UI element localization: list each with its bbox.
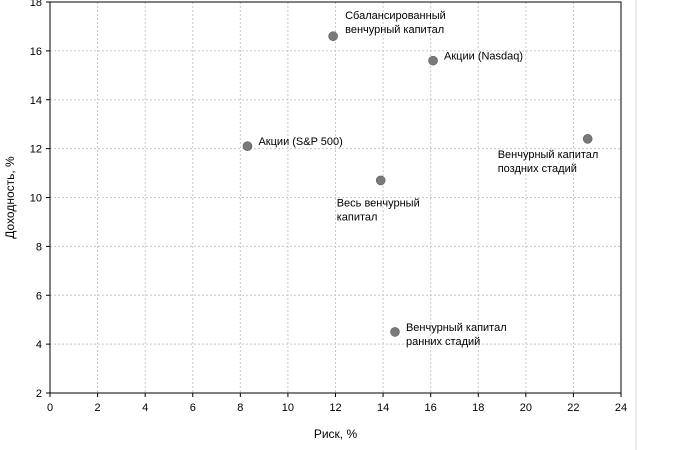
y-tick-label: 12 (30, 144, 42, 156)
data-point (328, 31, 338, 42)
x-tick-label: 0 (47, 402, 53, 414)
point-label: Весь венчурный (337, 197, 420, 209)
point-label: венчурный капитал (345, 24, 444, 36)
x-tick-label: 10 (282, 402, 294, 414)
y-ticks: 2 4 6 8 10 12 14 16 18 (30, 0, 50, 400)
grid (50, 2, 621, 393)
x-tick-label: 22 (567, 402, 579, 414)
data-point (375, 175, 386, 186)
axes (49, 0, 637, 450)
point-label: Венчурный капитал (406, 322, 507, 334)
y-tick-label: 10 (30, 193, 42, 205)
x-ticks: 0 2 4 6 8 10 12 14 16 18 20 22 24 (47, 393, 627, 414)
x-tick-label: 12 (329, 402, 341, 414)
data-point (428, 55, 438, 66)
data-points (242, 31, 593, 337)
data-point (242, 141, 253, 151)
point-label: ранних стадий (406, 336, 480, 348)
x-tick-label: 4 (142, 402, 148, 414)
x-tick-label: 16 (425, 402, 437, 414)
point-label: Венчурный капитал (498, 149, 599, 161)
x-axis-title: Риск, % (314, 427, 358, 441)
point-label: Сбалансированный (345, 10, 446, 22)
point-label: поздних стадий (498, 163, 577, 175)
y-tick-label: 14 (30, 95, 42, 107)
y-tick-label: 8 (36, 241, 42, 253)
y-axis-title: Доходность, % (3, 156, 17, 239)
point-label: Акции (S&P 500) (258, 136, 342, 148)
data-point (582, 134, 593, 144)
x-tick-label: 2 (95, 402, 101, 414)
y-tick-label: 16 (30, 46, 42, 58)
y-tick-label: 4 (36, 339, 42, 351)
y-tick-label: 18 (30, 0, 42, 9)
x-tick-label: 20 (520, 402, 532, 414)
y-tick-label: 6 (36, 290, 42, 302)
x-tick-label: 6 (190, 402, 196, 414)
x-tick-label: 24 (615, 402, 627, 414)
data-point (390, 327, 400, 337)
x-tick-label: 14 (377, 402, 389, 414)
point-label: капитал (337, 211, 378, 223)
x-tick-label: 8 (237, 402, 243, 414)
point-label: Акции (Nasdaq) (444, 51, 523, 63)
x-tick-label: 18 (472, 402, 484, 414)
y-tick-label: 2 (36, 388, 42, 400)
point-labels: Сбалансированный венчурный капитал Акции (… (258, 10, 598, 348)
